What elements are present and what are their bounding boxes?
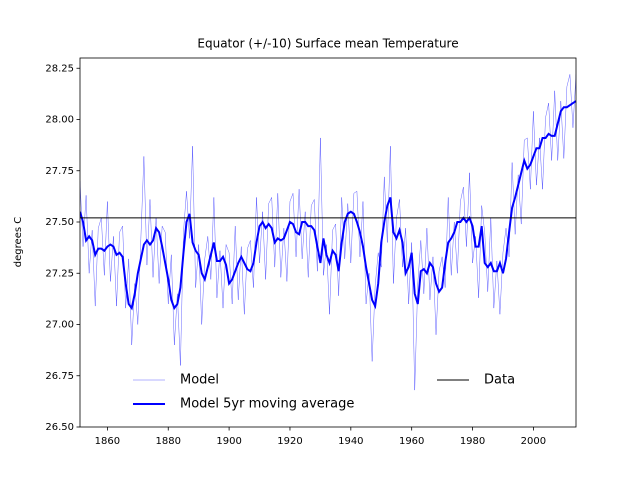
x-tick-label: 1980: [460, 436, 485, 447]
y-tick-label: 27.50: [45, 217, 74, 228]
axes-frame: [79, 57, 577, 428]
plot-area: [80, 74, 576, 391]
y-tick-label: 28.25: [45, 63, 74, 74]
y-axis-label: degrees C: [13, 217, 24, 267]
series-line: [80, 74, 576, 391]
y-tick-label: 26.75: [45, 371, 74, 382]
x-tick-label: 1960: [399, 436, 424, 447]
x-tick-label: 1900: [216, 436, 241, 447]
legend-label: Model 5yr moving average: [180, 397, 354, 412]
x-tick-label: 1940: [338, 436, 363, 447]
x-tick-label: 1920: [277, 436, 302, 447]
y-tick-label: 27.75: [45, 166, 74, 177]
y-tick-label: 26.50: [45, 422, 74, 433]
x-tick-label: 1860: [95, 436, 120, 447]
legend-label: Data: [484, 373, 515, 388]
series-line: [80, 100, 576, 311]
y-tick-label: 27.00: [45, 320, 74, 331]
x-tick-label: 2000: [521, 436, 546, 447]
y-tick-label: 27.25: [45, 268, 74, 279]
y-tick-label: 28.00: [45, 115, 74, 126]
chart-title: Equator (+/-10) Surface mean Temperature: [197, 37, 458, 51]
x-tick-label: 1880: [156, 436, 181, 447]
legend-label: Model: [180, 373, 219, 388]
